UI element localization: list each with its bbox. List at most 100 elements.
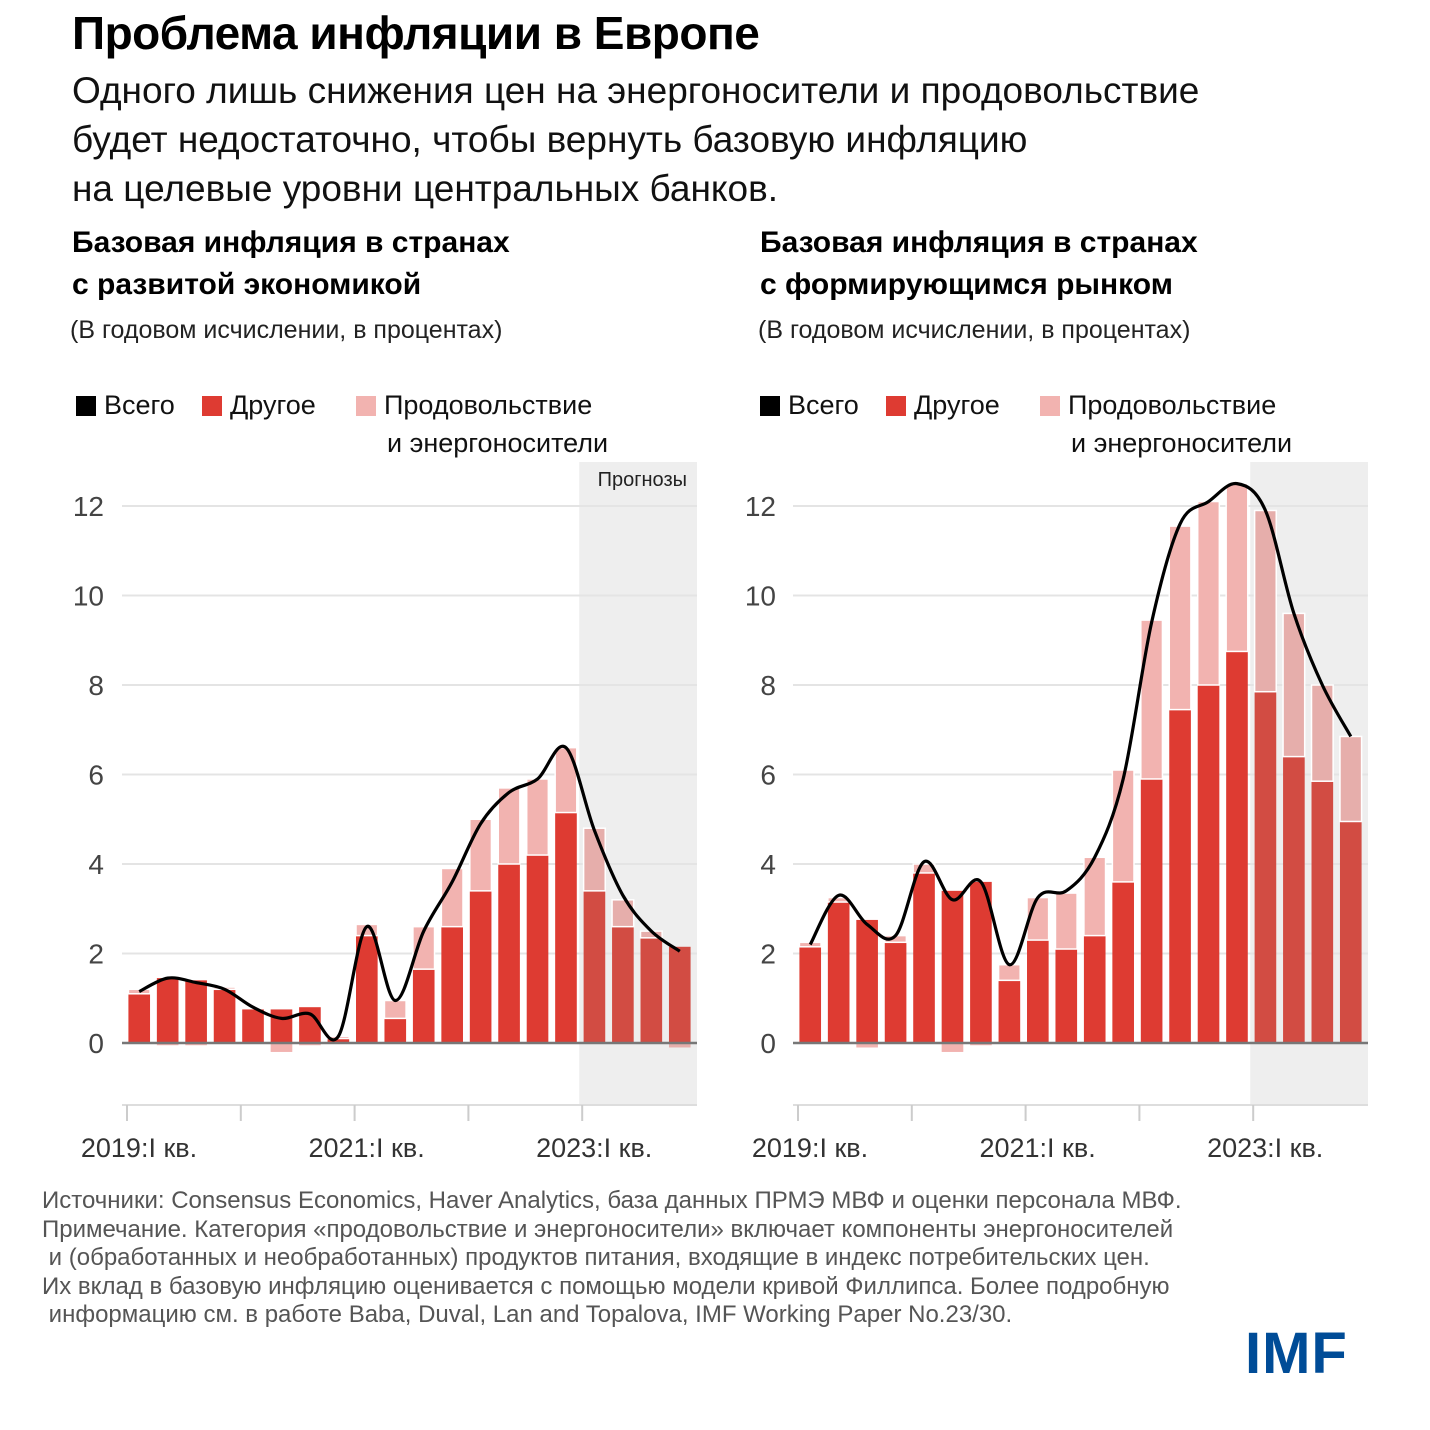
footer-line: и (обработанных и необработанных) продук… [42,1244,1150,1271]
bar-other [1339,821,1362,1043]
bar-food-energy [1225,482,1249,653]
legend-item-other: Другое [202,390,316,421]
bar-other [242,1009,264,1043]
bar-food-energy [383,999,407,1020]
legend-item-other: Другое [886,390,1000,421]
y-tick-label: 8 [88,670,104,701]
chart-advanced-economies: Прогнозы 0 2 4 6 8 10 12 2019:I кв. 2021:I кв. 202… [73,462,697,1163]
legend-swatch-food-energy [1040,396,1060,416]
bar-other [1055,949,1078,1043]
line-total [808,482,1353,967]
y-tick-label: 10 [73,581,104,612]
bar-other [913,872,935,1043]
bar-other [356,935,378,1043]
y-tick-label: 12 [745,491,776,522]
bar-food-energy [856,1043,878,1048]
footer-line: Источники: Consensus Economics, Haver An… [42,1187,1182,1214]
bar-food-energy [1196,500,1221,686]
bar-other [640,937,663,1043]
y-tick-label: 10 [745,581,776,612]
panel-title-line: с формирующимся рынком [760,268,1173,301]
bar-other [1027,940,1049,1043]
bar-other [1197,685,1220,1043]
panel-title-line: Базовая инфляция в странах [760,226,1198,259]
page-title: Проблема инфляции в Европе [72,7,760,59]
bar-other [941,890,964,1043]
x-tick-label: 2019:I кв. [81,1133,197,1163]
bar-other [668,946,691,1043]
bar-other [327,1038,350,1043]
bar-other [998,980,1021,1043]
bar-other [1283,756,1305,1043]
bar-food-energy [525,778,550,856]
legend-label-food-energy: Продовольствие [384,390,593,420]
bar-other [1311,781,1334,1043]
bar-other [185,980,207,1043]
bar-food-energy [1111,769,1135,883]
y-tick-label: 8 [760,670,776,701]
x-tick-label: 2021:I кв. [308,1133,424,1163]
bar-food-energy [582,827,606,892]
bar-other [1226,651,1248,1043]
chart-emerging-markets: 0 2 4 6 8 10 12 2019:I кв. 2021:I кв. 2023:I кв. [745,462,1368,1163]
y-tick-label: 4 [88,849,104,880]
legend-item-total: Всего [760,390,859,421]
imf-logo: IMF [1245,1321,1348,1386]
legend-label-total: Всего [104,390,175,420]
bar-other [213,989,236,1043]
footer-line: Примечание. Категория «продовольствие и … [42,1215,1174,1243]
legend-swatch-other [202,396,222,416]
bar-food-energy [1339,735,1363,823]
bar-other [884,942,907,1043]
x-tick-label: 2019:I кв. [752,1133,868,1163]
bar-other [1083,935,1106,1043]
bar-other [469,890,492,1043]
legend-swatch-total [760,396,780,416]
legend-label-total: Всего [788,390,859,420]
bar-other [299,1007,321,1043]
bar-other [827,902,850,1043]
panel-units-advanced: (В годовом исчислении, в процентах) [70,316,503,344]
footer-line: Их вклад в базовую инфляцию оценивается … [42,1272,1170,1300]
y-tick-label: 2 [88,939,104,970]
bar-food-energy [412,925,436,970]
bar-other [583,890,606,1043]
panel-title-emerging: Базовая инфляция в странах с формирующим… [760,222,1198,306]
panel-title-line: Базовая инфляция в странах [72,226,510,259]
legend-item-food-energy: Продовольствие [1040,390,1276,421]
bar-other [128,993,151,1043]
subtitle-line: на целевые уровни центральных банков. [72,168,778,209]
subtitle-line: Одного лишь снижения цен на энергоносите… [72,70,1200,111]
bar-food-energy [1168,525,1192,711]
y-tick-label: 0 [88,1028,104,1059]
y-tick-label: 6 [760,760,776,791]
line-total [138,744,681,1042]
y-tick-label: 12 [73,491,104,522]
legend-label-food-energy: Продовольствие [1068,390,1277,420]
bar-other [1140,778,1163,1043]
legend-swatch-food-energy [356,396,376,416]
bar-other [555,812,577,1043]
panel-title-line: с развитой экономикой [72,268,422,301]
bar-other [1112,881,1134,1043]
footer-notes: Источники: Consensus Economics, Haver An… [42,1187,1182,1330]
legend-swatch-total [76,396,96,416]
legend-label-other: Другое [914,390,1000,420]
footer-line: информацию см. в работе Baba, Duval, Lan… [42,1301,1013,1328]
bar-food-energy [1054,892,1078,950]
bar-other [799,946,822,1043]
x-tick-label: 2021:I кв. [979,1133,1095,1163]
panel-units-emerging: (В годовом исчислении, в процентах) [758,316,1191,344]
bar-other [498,864,520,1043]
subtitle-line: будет недостаточно, чтобы вернуть базову… [72,119,1028,160]
y-tick-label: 0 [760,1028,776,1059]
x-tick-label: 2023:I кв. [536,1133,652,1163]
legend-item-food-energy-line2: и энергоносители [387,428,609,458]
legend-swatch-other [886,396,906,416]
legend-item-total: Всего [76,390,175,421]
y-tick-label: 6 [88,760,104,791]
bar-food-energy [469,818,493,892]
bar-food-energy [497,787,521,865]
bar-food-energy [941,1043,964,1052]
bar-food-energy [611,899,635,928]
